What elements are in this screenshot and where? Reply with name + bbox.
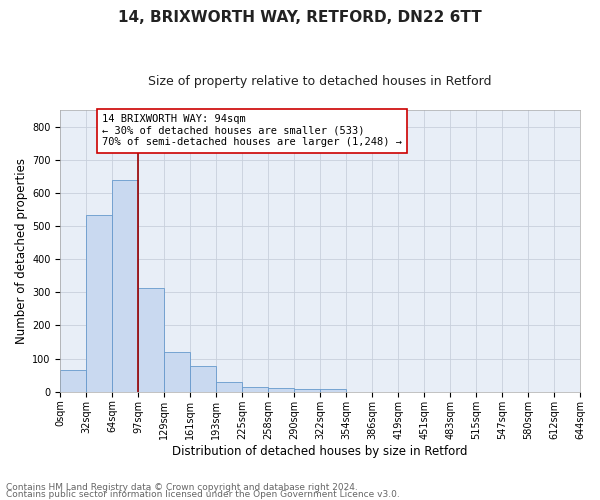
Text: 14, BRIXWORTH WAY, RETFORD, DN22 6TT: 14, BRIXWORTH WAY, RETFORD, DN22 6TT bbox=[118, 10, 482, 25]
Bar bbox=[268, 388, 294, 392]
Bar bbox=[61, 370, 86, 392]
Bar bbox=[164, 352, 190, 392]
Bar bbox=[294, 389, 320, 392]
Bar bbox=[320, 389, 346, 392]
X-axis label: Distribution of detached houses by size in Retford: Distribution of detached houses by size … bbox=[172, 444, 468, 458]
Bar bbox=[190, 366, 216, 392]
Bar bbox=[216, 382, 242, 392]
Y-axis label: Number of detached properties: Number of detached properties bbox=[15, 158, 28, 344]
Title: Size of property relative to detached houses in Retford: Size of property relative to detached ho… bbox=[148, 75, 492, 88]
Bar bbox=[112, 180, 139, 392]
Text: 14 BRIXWORTH WAY: 94sqm
← 30% of detached houses are smaller (533)
70% of semi-d: 14 BRIXWORTH WAY: 94sqm ← 30% of detache… bbox=[102, 114, 402, 148]
Bar bbox=[139, 288, 164, 392]
Bar bbox=[242, 387, 268, 392]
Text: Contains HM Land Registry data © Crown copyright and database right 2024.: Contains HM Land Registry data © Crown c… bbox=[6, 484, 358, 492]
Text: Contains public sector information licensed under the Open Government Licence v3: Contains public sector information licen… bbox=[6, 490, 400, 499]
Bar bbox=[86, 215, 112, 392]
